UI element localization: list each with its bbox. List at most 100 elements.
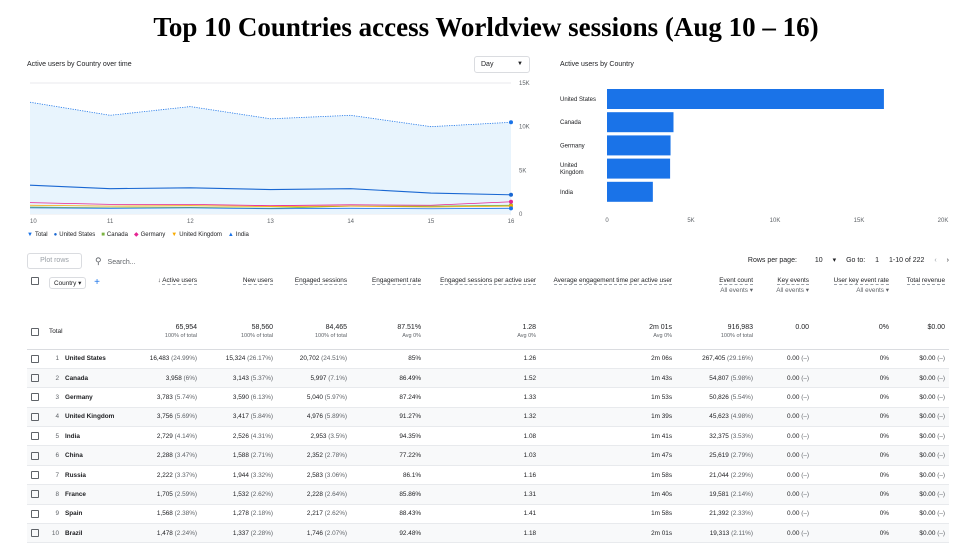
col-engagement-rate[interactable]: Engagement rate: [372, 277, 422, 285]
add-dimension-icon[interactable]: +: [94, 277, 100, 288]
table-row[interactable]: 4 United Kingdom 3,756 (5.69%) 3,417 (5.84%…: [27, 407, 949, 428]
y-tick-label: 0: [519, 212, 523, 218]
country-name[interactable]: Spain: [65, 510, 83, 518]
bar-label: Kingdom: [560, 170, 584, 176]
row-number: 5: [55, 432, 59, 440]
bar[interactable]: [607, 112, 674, 133]
row-checkbox[interactable]: [31, 374, 39, 383]
new-users-value: 1,532 (2.62%): [232, 490, 274, 498]
revenue-value: $0.00 (–): [919, 355, 945, 363]
col-user-key-rate[interactable]: User key event rate All events ▾: [813, 275, 893, 315]
country-name[interactable]: Germany: [65, 393, 93, 401]
bar-label: Canada: [560, 120, 582, 126]
legend-item[interactable]: ■ Canada: [101, 232, 128, 238]
rows-per-page-value: 10: [814, 257, 823, 264]
select-all-checkbox[interactable]: [31, 277, 39, 285]
col-active-users[interactable]: ↓ Active users: [157, 277, 198, 285]
key-events-value: 0.00 (–): [786, 529, 809, 537]
total-new-users: 58,560 100% of total: [201, 315, 278, 350]
col-engaged-sessions[interactable]: Engaged sessions: [294, 277, 348, 285]
bar[interactable]: [607, 135, 671, 156]
diamond-marker-icon: ◆: [133, 232, 139, 238]
row-number: 3: [55, 393, 59, 401]
key-events-value: 0.00 (–): [786, 510, 809, 518]
row-checkbox[interactable]: [31, 393, 39, 402]
country-name[interactable]: Canada: [65, 374, 89, 382]
rows-per-page-label: Rows per page:: [747, 257, 797, 264]
y-tick-label: 15K: [519, 81, 530, 87]
granularity-select[interactable]: Day ▼: [474, 56, 530, 73]
country-name[interactable]: India: [65, 432, 80, 440]
table-row[interactable]: 9 Spain 1,568 (2.38%) 1,278 (2.18%) 2,217 (2…: [27, 504, 949, 525]
series-line-canada: [29, 204, 512, 209]
engagement-rate-value: 92.48%: [399, 529, 422, 537]
country-name[interactable]: Russia: [65, 471, 86, 479]
table-row[interactable]: 3 Germany 3,783 (5.74%) 3,590 (6.13%) 5,040 …: [27, 387, 949, 408]
key-events-value: 0.00 (–): [786, 452, 809, 460]
key-events-filter[interactable]: All events ▾: [776, 287, 809, 294]
series-line-india: [29, 207, 512, 210]
user-key-rate-filter[interactable]: All events ▾: [856, 287, 889, 294]
select-all-cell: [27, 275, 45, 315]
row-checkbox[interactable]: [31, 471, 39, 480]
col-revenue[interactable]: Total revenue: [906, 277, 945, 285]
user-key-rate-value: 0%: [879, 413, 889, 421]
country-name[interactable]: United Kingdom: [65, 413, 115, 421]
row-number: 1: [55, 355, 59, 363]
pin-marker-icon: ▼: [27, 231, 33, 238]
table-row[interactable]: 6 China 2,288 (3.47%) 1,588 (2.71%) 2,352 (2…: [27, 445, 949, 466]
bar[interactable]: [607, 181, 653, 202]
new-users-value: 1,944 (3.32%): [232, 471, 274, 479]
prev-page-icon[interactable]: ‹: [934, 257, 937, 264]
legend-item[interactable]: ▲ India: [228, 232, 249, 238]
row-checkbox[interactable]: [31, 490, 39, 499]
legend-item[interactable]: ▼ United Kingdom: [171, 232, 222, 238]
search-box[interactable]: ⚲ Search...: [95, 256, 136, 267]
dimension-select[interactable]: Country ▾: [49, 277, 87, 289]
new-users-value: 3,590 (6.13%): [232, 393, 274, 401]
row-checkbox[interactable]: [31, 432, 39, 441]
legend-item[interactable]: ● United States: [54, 232, 96, 238]
rows-per-page-select[interactable]: 10 ▾: [807, 257, 836, 264]
key-events-value: 0.00 (–): [786, 432, 809, 440]
row-checkbox[interactable]: [31, 354, 39, 363]
table-row[interactable]: 8 France 1,705 (2.59%) 1,532 (2.62%) 2,228 (…: [27, 484, 949, 505]
col-avg-time[interactable]: Average engagement time per active user: [553, 277, 673, 285]
country-name[interactable]: Brazil: [65, 529, 83, 537]
row-checkbox[interactable]: [31, 529, 39, 538]
plot-rows-button[interactable]: Plot rows: [27, 253, 82, 269]
legend-label: Total: [34, 231, 48, 238]
row-checkbox[interactable]: [31, 412, 39, 421]
triangle-down-marker-icon: ▼: [171, 231, 178, 238]
search-input[interactable]: Search...: [107, 259, 136, 266]
goto-input[interactable]: 1: [875, 257, 880, 264]
col-new-users[interactable]: New users: [242, 277, 274, 285]
table-row[interactable]: 2 Canada 3,958 (6%) 3,143 (5.37%) 5,997 (7.1…: [27, 368, 949, 389]
row-checkbox[interactable]: [31, 451, 39, 460]
series-end-point: [509, 192, 513, 197]
legend-item[interactable]: ▼ Total: [27, 232, 48, 238]
event-count-filter[interactable]: All events ▾: [720, 287, 753, 294]
new-users-value: 15,324 (26.17%): [225, 355, 274, 363]
country-name[interactable]: France: [65, 490, 86, 498]
total-checkbox[interactable]: [31, 327, 39, 336]
col-key-events[interactable]: Key events All events ▾: [757, 275, 813, 315]
bar[interactable]: [607, 89, 884, 109]
table-row[interactable]: 10 Brazil 1,478 (2.24%) 1,337 (2.28%) 1,746 …: [27, 523, 949, 544]
row-checkbox[interactable]: [31, 509, 39, 518]
engagement-rate-value: 86.1%: [402, 471, 422, 479]
next-page-icon[interactable]: ›: [946, 257, 949, 264]
col-event-count[interactable]: Event count All events ▾: [676, 275, 757, 315]
active-users-value: 16,483 (24.99%): [149, 355, 198, 363]
key-events-value: 0.00 (–): [786, 413, 809, 421]
country-name[interactable]: United States: [65, 355, 106, 363]
legend-item[interactable]: ◆ Germany: [133, 231, 165, 239]
country-name[interactable]: China: [65, 452, 83, 460]
table-row[interactable]: 5 India 2,729 (4.14%) 2,526 (4.31%) 2,953 (3…: [27, 426, 949, 447]
goto-label: Go to:: [846, 257, 866, 264]
table-row[interactable]: 7 Russia 2,222 (3.37%) 1,944 (3.32%) 2,583 (…: [27, 465, 949, 486]
table-row[interactable]: 1 United States 16,483 (24.99%) 15,324 (26.…: [27, 349, 949, 369]
col-eng-per-user[interactable]: Engaged sessions per active user: [440, 277, 537, 285]
engaged-sessions-value: 5,997 (7.1%): [310, 374, 348, 382]
bar[interactable]: [607, 158, 671, 179]
